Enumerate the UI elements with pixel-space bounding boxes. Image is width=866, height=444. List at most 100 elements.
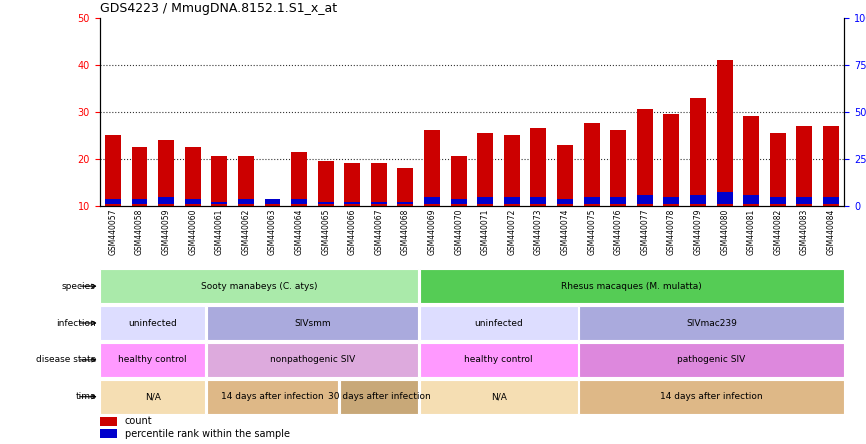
Text: SIVmac239: SIVmac239: [686, 318, 737, 328]
Bar: [100, 429, 118, 438]
Text: GSM440073: GSM440073: [534, 209, 543, 255]
Text: GSM440082: GSM440082: [773, 209, 782, 255]
Text: GSM440069: GSM440069: [428, 209, 436, 255]
Bar: [291, 199, 307, 204]
Text: GSM440072: GSM440072: [507, 209, 516, 255]
Bar: [397, 202, 413, 204]
Bar: [717, 60, 733, 206]
Bar: [132, 147, 147, 206]
Bar: [397, 168, 413, 206]
Bar: [100, 417, 118, 426]
Bar: [207, 306, 418, 340]
Text: GSM440074: GSM440074: [560, 209, 570, 255]
Text: 30 days after infection: 30 days after infection: [327, 392, 430, 401]
Text: GSM440078: GSM440078: [667, 209, 676, 255]
Bar: [264, 201, 281, 206]
Text: GSM440058: GSM440058: [135, 209, 144, 255]
Text: 14 days after infection: 14 days after infection: [221, 392, 324, 401]
Text: GSM440059: GSM440059: [162, 209, 171, 255]
Bar: [797, 126, 812, 206]
Text: uninfected: uninfected: [128, 318, 178, 328]
Bar: [100, 306, 205, 340]
Bar: [611, 131, 626, 206]
Text: GSM440060: GSM440060: [188, 209, 197, 255]
Text: GSM440076: GSM440076: [614, 209, 623, 255]
Bar: [105, 135, 121, 206]
Bar: [557, 145, 573, 206]
Bar: [264, 199, 281, 204]
Text: GDS4223 / MmugDNA.8152.1.S1_x_at: GDS4223 / MmugDNA.8152.1.S1_x_at: [100, 2, 337, 15]
Text: GSM440057: GSM440057: [108, 209, 118, 255]
Text: GSM440066: GSM440066: [348, 209, 357, 255]
Bar: [477, 197, 494, 204]
Bar: [579, 306, 843, 340]
Bar: [419, 269, 843, 303]
Bar: [345, 202, 360, 204]
Bar: [717, 192, 733, 204]
Bar: [637, 195, 653, 204]
Text: N/A: N/A: [145, 392, 161, 401]
Bar: [100, 380, 205, 414]
Bar: [424, 197, 440, 204]
Bar: [504, 135, 520, 206]
Bar: [419, 380, 578, 414]
Bar: [371, 202, 387, 204]
Bar: [211, 156, 227, 206]
Bar: [345, 163, 360, 206]
Text: Sooty manabeys (C. atys): Sooty manabeys (C. atys): [201, 281, 318, 291]
Text: percentile rank within the sample: percentile rank within the sample: [125, 429, 290, 439]
Bar: [663, 114, 680, 206]
Text: GSM440071: GSM440071: [481, 209, 490, 255]
Bar: [339, 380, 418, 414]
Text: GSM440062: GSM440062: [242, 209, 250, 255]
Text: GSM440080: GSM440080: [721, 209, 729, 255]
Bar: [450, 199, 467, 204]
Text: GSM440061: GSM440061: [215, 209, 223, 255]
Bar: [584, 197, 599, 204]
Bar: [770, 133, 785, 206]
Text: GSM440077: GSM440077: [640, 209, 650, 255]
Bar: [450, 156, 467, 206]
Bar: [637, 109, 653, 206]
Bar: [419, 306, 578, 340]
Bar: [184, 147, 201, 206]
Bar: [690, 195, 706, 204]
Text: GSM440064: GSM440064: [294, 209, 304, 255]
Text: healthy control: healthy control: [119, 355, 187, 365]
Bar: [424, 131, 440, 206]
Text: GSM440067: GSM440067: [374, 209, 384, 255]
Text: nonpathogenic SIV: nonpathogenic SIV: [269, 355, 355, 365]
Text: GSM440065: GSM440065: [321, 209, 330, 255]
Text: healthy control: healthy control: [464, 355, 533, 365]
Bar: [211, 202, 227, 204]
Bar: [823, 197, 839, 204]
Text: GSM440075: GSM440075: [587, 209, 596, 255]
Bar: [132, 199, 147, 204]
Text: count: count: [125, 416, 152, 427]
Text: disease state: disease state: [36, 355, 96, 365]
Bar: [743, 116, 759, 206]
Bar: [371, 163, 387, 206]
Bar: [797, 197, 812, 204]
Bar: [690, 98, 706, 206]
Bar: [158, 197, 174, 204]
Bar: [100, 343, 205, 377]
Text: GSM440063: GSM440063: [268, 209, 277, 255]
Bar: [557, 199, 573, 204]
Text: GSM440083: GSM440083: [800, 209, 809, 255]
Text: GSM440081: GSM440081: [746, 209, 756, 255]
Bar: [207, 380, 339, 414]
Bar: [611, 197, 626, 204]
Text: SIVsmm: SIVsmm: [294, 318, 331, 328]
Bar: [318, 202, 333, 204]
Bar: [207, 343, 418, 377]
Bar: [770, 197, 785, 204]
Bar: [663, 197, 680, 204]
Bar: [318, 161, 333, 206]
Bar: [743, 195, 759, 204]
Bar: [291, 151, 307, 206]
Text: pathogenic SIV: pathogenic SIV: [677, 355, 746, 365]
Bar: [238, 156, 254, 206]
Text: GSM440084: GSM440084: [826, 209, 836, 255]
Text: species: species: [62, 281, 96, 291]
